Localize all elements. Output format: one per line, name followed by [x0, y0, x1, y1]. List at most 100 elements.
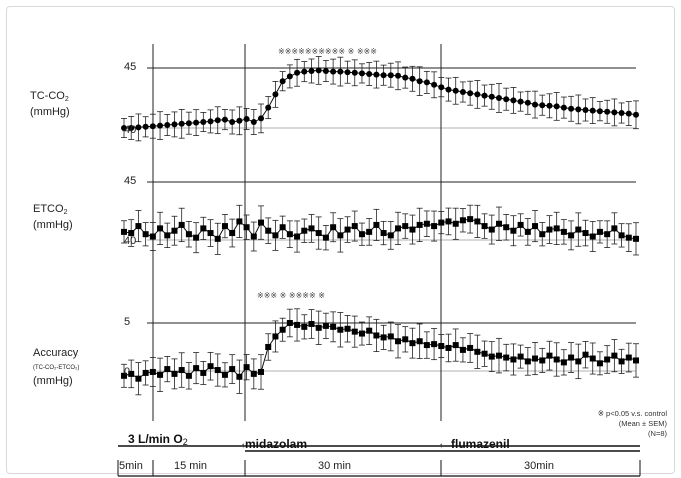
etco2-point-64 — [582, 230, 589, 237]
legend-n: (N=8) — [648, 429, 667, 438]
phase-midazolam-text: midazolam — [245, 437, 308, 451]
tick-acc-5: 5 — [124, 316, 131, 328]
etco2-point-53 — [503, 224, 510, 231]
etco2-label-text: ETCO — [33, 203, 64, 215]
etco2-point-70 — [625, 234, 632, 241]
etco2-point-3 — [142, 231, 149, 238]
etco2-unit: (mmHg) — [33, 219, 73, 231]
etco2-point-57 — [532, 223, 539, 230]
tcco2-point-71 — [633, 111, 639, 118]
tcco2-point-47 — [459, 89, 466, 95]
accuracy-point-28 — [322, 322, 329, 329]
accuracy-point-2 — [135, 375, 142, 382]
accuracy-point-70 — [625, 354, 632, 361]
etco2-point-41 — [416, 221, 423, 228]
tcco2-label-sub: 2 — [64, 96, 69, 103]
accuracy-point-50 — [481, 350, 488, 357]
midazolam-arrow: ↑ — [241, 441, 245, 450]
tcco2-point-49 — [474, 91, 481, 98]
tcco2-point-54 — [510, 97, 517, 104]
etco2-point-0 — [121, 228, 127, 235]
tcco2-point-55 — [517, 98, 524, 105]
etco2-point-32 — [351, 223, 358, 230]
etco2-point-52 — [495, 220, 502, 227]
duration-30min-mid: 30 min — [318, 460, 352, 472]
duration-30min-flu: 30min — [524, 460, 554, 472]
accuracy-point-3 — [142, 369, 149, 376]
tcco2-point-24 — [294, 69, 301, 76]
flumazenil-arrow: ↑ — [439, 441, 443, 450]
accuracy-point-34 — [366, 327, 373, 334]
legend-note: ※ p<0.05 v.s. control (Mean ± SEM) (N=8) — [598, 409, 667, 439]
accuracy-point-55 — [517, 353, 524, 360]
accuracy-point-29 — [330, 323, 337, 330]
accuracy-point-20 — [265, 344, 272, 350]
accuracy-point-65 — [589, 355, 596, 362]
accuracy-point-17 — [243, 364, 250, 371]
etco2-point-59 — [546, 226, 553, 233]
tcco2-point-44 — [438, 84, 445, 91]
legend-mean: (Mean ± SEM) — [618, 419, 667, 428]
tcco2-point-51 — [488, 93, 495, 100]
accuracy-point-46 — [452, 342, 459, 349]
tcco2-point-34 — [366, 71, 373, 77]
tcco2-point-12 — [207, 118, 214, 125]
accuracy-unit: (mmHg) — [33, 375, 73, 387]
etco2-point-31 — [344, 226, 351, 233]
tcco2-point-56 — [524, 99, 531, 106]
accuracy-point-23 — [286, 320, 293, 326]
accuracy-point-39 — [402, 336, 409, 343]
etco2-point-47 — [459, 217, 466, 224]
tcco2-line — [124, 69, 637, 129]
accuracy-point-0 — [121, 372, 127, 379]
tcco2-point-14 — [221, 116, 228, 123]
accuracy-point-25 — [301, 323, 308, 330]
tcco2-point-26 — [308, 68, 315, 74]
accuracy-label: Accuracy (TC-CO₂-ETCO₂) (mmHg) — [33, 347, 79, 388]
accuracy-point-19 — [258, 368, 265, 375]
accuracy-point-53 — [503, 354, 510, 361]
accuracy-point-26 — [308, 320, 315, 327]
accuracy-point-38 — [395, 338, 402, 345]
etco2-point-27 — [315, 230, 322, 237]
accuracy-point-14 — [221, 371, 228, 378]
etco2-point-46 — [452, 220, 459, 227]
tcco2-point-40 — [409, 75, 416, 82]
tcco2-point-8 — [178, 120, 185, 127]
accuracy-point-69 — [618, 358, 625, 365]
tcco2-point-17 — [243, 116, 250, 122]
accuracy-point-40 — [409, 340, 416, 347]
tcco2-point-19 — [258, 115, 265, 122]
tcco2-point-31 — [344, 69, 351, 76]
etco2-point-54 — [510, 227, 517, 234]
accuracy-point-9 — [185, 372, 192, 379]
etco2-point-12 — [207, 230, 214, 237]
tcco2-point-7 — [171, 121, 178, 128]
tick-tcco2-45: 45 — [124, 61, 137, 73]
accuracy-point-41 — [416, 338, 423, 345]
etco2-point-45 — [445, 218, 452, 225]
tcco2-point-63 — [575, 106, 582, 113]
accuracy-point-44 — [438, 343, 445, 350]
accuracy-point-13 — [214, 367, 221, 374]
accuracy-point-37 — [387, 333, 394, 340]
tcco2-point-18 — [250, 119, 257, 125]
accuracy-point-30 — [337, 326, 344, 333]
accuracy-point-5 — [157, 371, 164, 378]
tcco2-point-20 — [265, 104, 272, 111]
tcco2-point-21 — [272, 91, 279, 98]
etco2-point-65 — [589, 233, 596, 240]
tcco2-point-50 — [481, 92, 488, 99]
etco2-point-44 — [438, 219, 445, 226]
etco2-point-58 — [539, 231, 546, 238]
accuracy-point-24 — [294, 321, 301, 328]
etco2-point-22 — [279, 224, 286, 231]
tcco2-point-6 — [164, 122, 171, 128]
tcco2-unit: (mmHg) — [30, 106, 70, 118]
tcco2-point-59 — [546, 102, 553, 109]
tcco2-point-10 — [193, 119, 200, 126]
accuracy-point-4 — [149, 368, 156, 375]
etco2-point-69 — [618, 232, 625, 239]
tcco2-point-0 — [121, 125, 127, 131]
